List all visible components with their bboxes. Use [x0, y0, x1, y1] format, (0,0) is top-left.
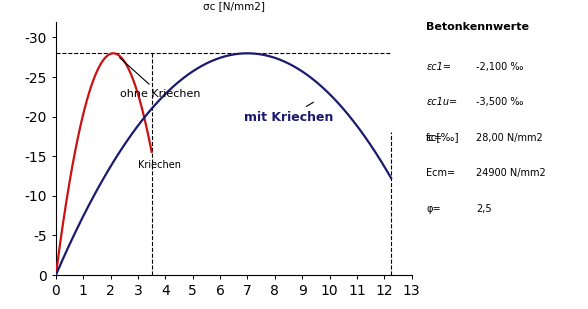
Text: 2,5: 2,5 — [476, 204, 492, 214]
Text: mit Kriechen: mit Kriechen — [244, 102, 333, 124]
Text: fc=: fc= — [426, 133, 443, 143]
Text: -3,500 ‰: -3,500 ‰ — [476, 97, 524, 107]
Text: εc1=: εc1= — [426, 62, 452, 72]
Text: -2,100 ‰: -2,100 ‰ — [476, 62, 524, 72]
Text: 24900 N/mm2: 24900 N/mm2 — [476, 168, 546, 178]
Text: ohne Kriechen: ohne Kriechen — [119, 57, 200, 99]
Text: Ecm=: Ecm= — [426, 168, 456, 178]
Text: εc[‰]: εc[‰] — [426, 132, 459, 142]
Text: σc [N/mm2]: σc [N/mm2] — [203, 2, 265, 11]
Text: φ=: φ= — [426, 204, 441, 214]
Text: εc1u=: εc1u= — [426, 97, 457, 107]
Text: Kriechen: Kriechen — [138, 160, 181, 170]
Text: Betonkennwerte: Betonkennwerte — [426, 22, 529, 32]
Text: 28,00 N/mm2: 28,00 N/mm2 — [476, 133, 543, 143]
